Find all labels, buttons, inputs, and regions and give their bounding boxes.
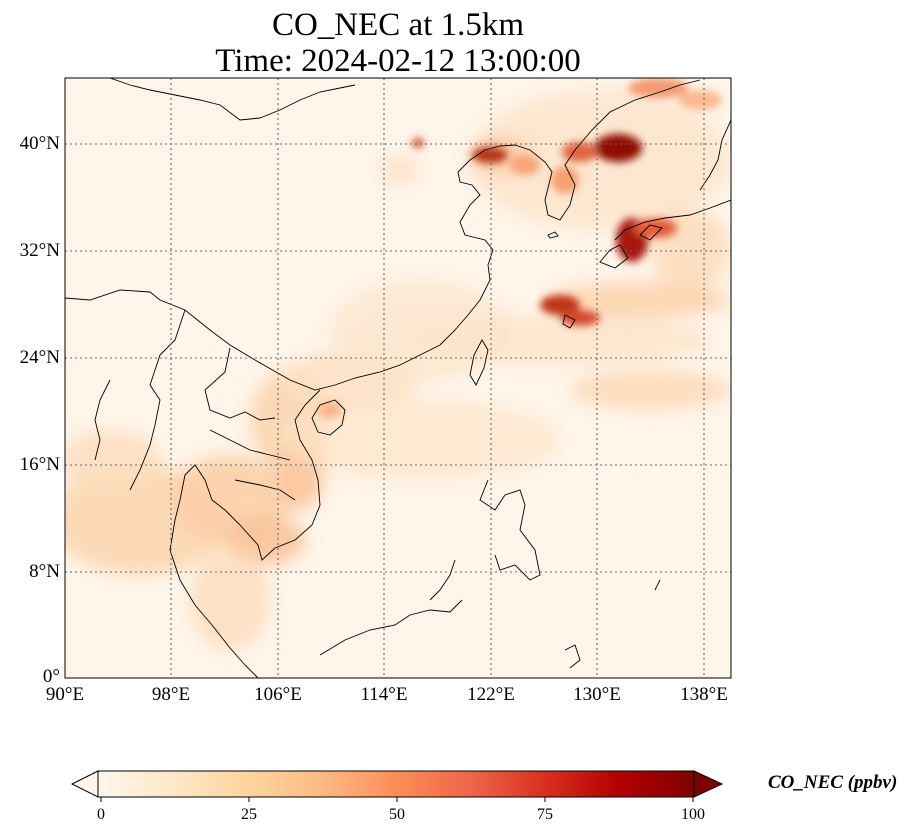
coastlines	[65, 78, 731, 678]
lon-tick-106e: 106°E	[254, 684, 302, 705]
lon-tick-114e: 114°E	[360, 684, 408, 705]
lat-tick-32n: 32°N	[19, 240, 60, 261]
colorbar-tick-label-50: 50	[389, 806, 405, 823]
lon-tick-138e: 138°E	[680, 684, 728, 705]
lat-tick-8n: 8°N	[29, 561, 60, 582]
colorbar-tick-label-0: 0	[97, 806, 105, 823]
gridlines	[65, 78, 731, 678]
lon-tick-130e: 130°E	[573, 684, 621, 705]
colorbar-tick-label-25: 25	[241, 806, 257, 823]
colorbar-extend-max	[693, 770, 724, 798]
map-title-line2: Time: 2024-02-12 13:00:00	[215, 43, 581, 79]
colorbar-tick-label-100: 100	[681, 806, 705, 823]
colorbar	[70, 770, 724, 802]
lon-tick-122e: 122°E	[467, 684, 515, 705]
colorbar-label: CO_NEC (ppbv)	[768, 772, 898, 793]
lat-tick-40n: 40°N	[19, 133, 60, 154]
colorbar-outline	[97, 770, 695, 798]
concentration-field	[65, 78, 731, 678]
map-frame	[64, 77, 732, 679]
colorbar-gradient	[98, 771, 694, 797]
lat-tick-24n: 24°N	[19, 347, 60, 368]
map-title-line1: CO_NEC at 1.5km	[271, 7, 525, 43]
lon-tick-90e: 90°E	[45, 684, 85, 705]
lat-tick-0: 0°	[42, 666, 60, 687]
lat-tick-16n: 16°N	[19, 454, 60, 475]
colorbar-extend-min	[70, 770, 99, 798]
colorbar-tick-label-75: 75	[537, 806, 553, 823]
lon-tick-98e: 98°E	[151, 684, 191, 705]
